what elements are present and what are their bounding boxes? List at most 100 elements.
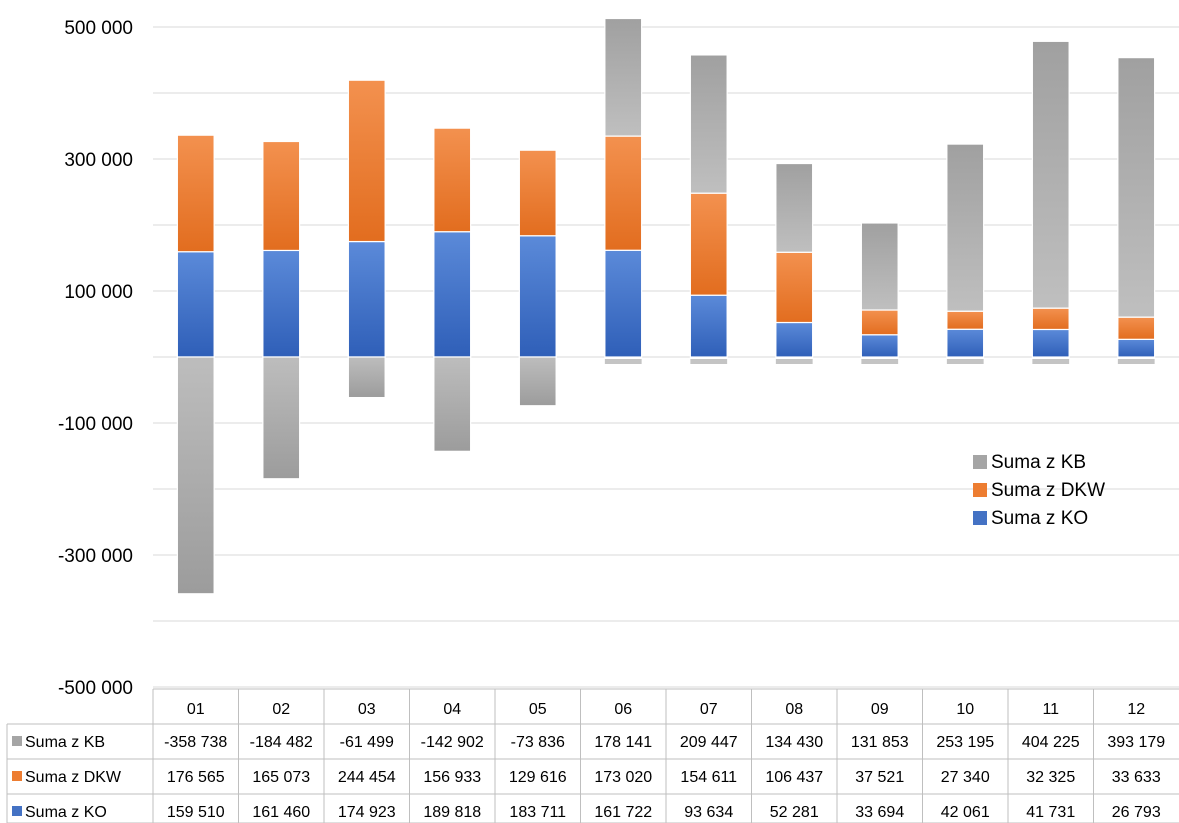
- table-legend-key: [12, 806, 22, 816]
- bar-baseline-shadow: [690, 359, 728, 364]
- bar-suma-z-ko-09: [860, 334, 899, 358]
- table-cell: 27 340: [941, 769, 990, 786]
- y-tick-label: 100 000: [64, 282, 133, 303]
- bar-suma-z-ko-07: [689, 294, 728, 358]
- table-row-label: Suma z KO: [25, 804, 107, 821]
- table-cell: -142 902: [421, 734, 484, 751]
- bar-suma-z-dkw-01: [176, 134, 215, 253]
- data-table: 01 02 03 04 05 06 07 08 09 10 11 12 Suma z KB -358 73…: [6, 688, 1179, 823]
- bar-suma-z-dkw-11: [1031, 307, 1070, 331]
- bar-baseline-shadow: [775, 359, 813, 364]
- legend-swatch: [973, 455, 987, 469]
- table-cell: 41 731: [1026, 804, 1075, 821]
- table-cell: 156 933: [423, 769, 481, 786]
- bar-suma-z-dkw-03: [347, 79, 386, 243]
- bar-suma-z-kb-03: [347, 356, 386, 399]
- bar-suma-z-ko-12: [1117, 338, 1156, 358]
- table-category-label: 05: [529, 701, 547, 718]
- table-cell: 131 853: [851, 734, 909, 751]
- table-cell: 178 141: [594, 734, 652, 751]
- table-cell: 176 565: [167, 769, 225, 786]
- bar-suma-z-ko-03: [347, 240, 386, 358]
- bar-suma-z-kb-01: [176, 356, 215, 595]
- bar-suma-z-kb-07: [689, 54, 728, 194]
- bar-suma-z-kb-05: [518, 356, 557, 407]
- table-cell: 26 793: [1112, 804, 1161, 821]
- gridlines: [153, 26, 1179, 688]
- y-axis-ticks: 500 000 300 000 100 000 -100 000 -300 000 -50…: [58, 18, 133, 699]
- table-category-label: 01: [187, 701, 205, 718]
- table-cell: -358 738: [164, 734, 227, 751]
- legend-label: Suma z KO: [991, 508, 1088, 529]
- bar-baseline-shadow: [1117, 359, 1155, 364]
- table-category-label: 07: [700, 701, 718, 718]
- table-category-label: 11: [1042, 701, 1059, 718]
- bar-suma-z-ko-04: [433, 231, 472, 358]
- table-cell: 161 460: [252, 804, 310, 821]
- bar-suma-z-dkw-05: [518, 149, 557, 237]
- table-cell: 33 694: [855, 804, 904, 821]
- bars: [176, 17, 1156, 595]
- bar-suma-z-ko-08: [775, 321, 814, 358]
- table-cell: 129 616: [509, 769, 567, 786]
- table-cell: 154 611: [680, 769, 737, 786]
- table-cell: -184 482: [250, 734, 313, 751]
- table-cell: 33 633: [1112, 769, 1161, 786]
- bar-suma-z-dkw-06: [604, 135, 643, 251]
- bar-suma-z-ko-11: [1031, 328, 1070, 358]
- table-row-label: Suma z DKW: [25, 769, 122, 786]
- table-cell: 134 430: [765, 734, 823, 751]
- bar-suma-z-dkw-07: [689, 192, 728, 296]
- table-cell: 189 818: [423, 804, 481, 821]
- bar-suma-z-kb-04: [433, 356, 472, 452]
- table-cell: 209 447: [680, 734, 738, 751]
- bar-suma-z-ko-01: [176, 251, 215, 358]
- bar-baseline-shadow: [1032, 359, 1070, 364]
- table-cell: 173 020: [594, 769, 652, 786]
- bar-suma-z-dkw-08: [775, 251, 814, 324]
- y-tick-label: -500 000: [58, 678, 133, 699]
- table-cell: 52 281: [770, 804, 819, 821]
- bar-suma-z-ko-05: [518, 235, 557, 358]
- y-tick-label: 500 000: [64, 18, 133, 39]
- bar-suma-z-dkw-09: [860, 309, 899, 336]
- bar-suma-z-ko-06: [604, 249, 643, 358]
- table-category-label: 08: [785, 701, 803, 718]
- table-cell: 183 711: [509, 804, 566, 821]
- bar-suma-z-kb-09: [860, 222, 899, 311]
- table-category-label: 02: [272, 701, 290, 718]
- bar-suma-z-kb-06: [604, 17, 643, 137]
- y-tick-label: 300 000: [64, 150, 133, 171]
- legend-swatch: [973, 511, 987, 525]
- table-cell: 32 325: [1026, 769, 1075, 786]
- bar-baseline-shadow: [604, 359, 642, 364]
- table-cell: 93 634: [684, 804, 733, 821]
- bar-baseline-shadow: [946, 359, 984, 364]
- bar-suma-z-kb-11: [1031, 40, 1070, 309]
- bar-suma-z-dkw-10: [946, 310, 985, 330]
- table-cell: 393 179: [1107, 734, 1165, 751]
- legend-label: Suma z KB: [991, 452, 1086, 473]
- table-category-label: 10: [956, 701, 974, 718]
- y-tick-label: -100 000: [58, 414, 133, 435]
- bar-suma-z-kb-10: [946, 143, 985, 312]
- bar-baseline-shadow: [861, 359, 899, 364]
- table-category-label: 03: [358, 701, 376, 718]
- y-tick-label: -300 000: [58, 546, 133, 567]
- table-row-label: Suma z KB: [25, 734, 105, 751]
- table-legend-key: [12, 736, 22, 746]
- table-category-label: 12: [1127, 701, 1145, 718]
- table-category-label: 09: [871, 701, 889, 718]
- bar-suma-z-kb-02: [262, 356, 301, 480]
- table-cell: 244 454: [338, 769, 396, 786]
- bar-suma-z-kb-12: [1117, 57, 1156, 318]
- table-cell: -73 836: [511, 734, 565, 751]
- table-cell: 37 521: [855, 769, 904, 786]
- table-cell: -61 499: [340, 734, 394, 751]
- legend-swatch: [973, 483, 987, 497]
- bar-suma-z-kb-08: [775, 162, 814, 253]
- legend-label: Suma z DKW: [991, 480, 1105, 501]
- table-category-label: 06: [614, 701, 632, 718]
- bar-suma-z-dkw-02: [262, 140, 301, 252]
